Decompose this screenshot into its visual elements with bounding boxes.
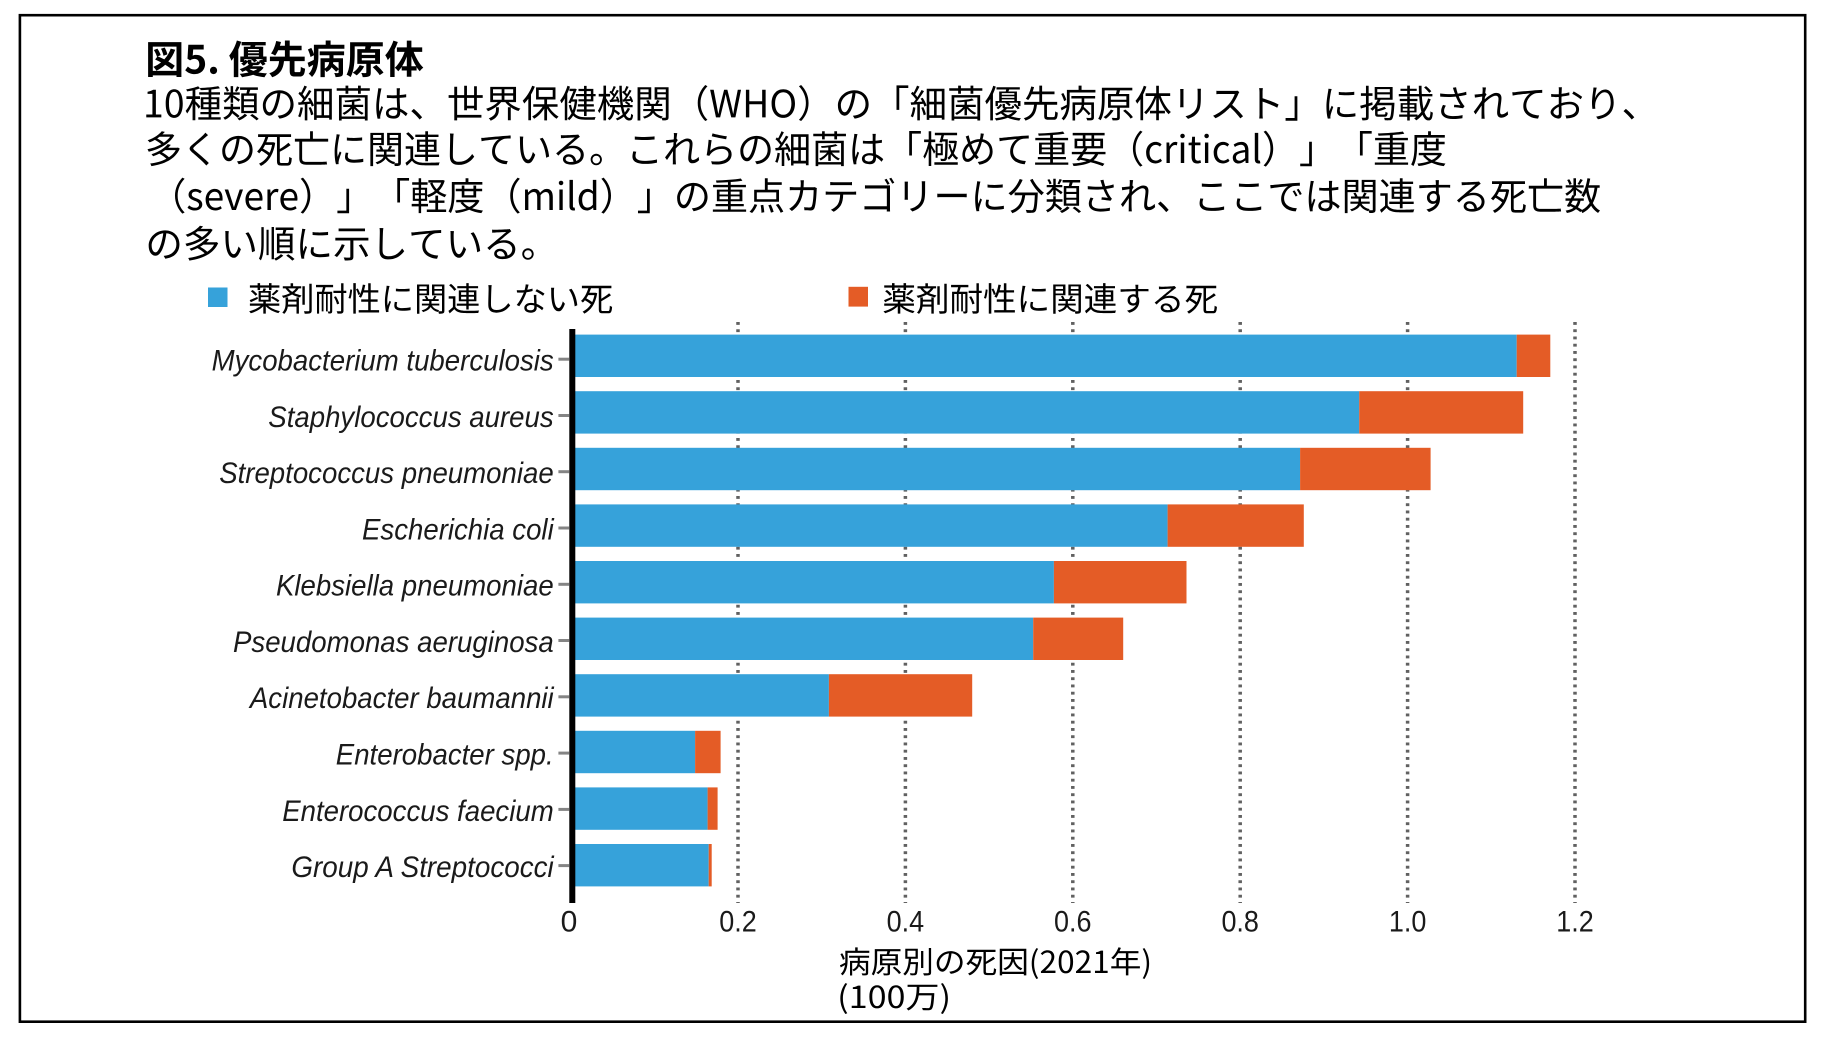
svg-text:0.2: 0.2	[719, 906, 757, 939]
svg-text:Acinetobacter baumannii: Acinetobacter baumannii	[248, 682, 555, 715]
svg-text:1.2: 1.2	[1556, 906, 1594, 939]
svg-text:Enterobacter spp.: Enterobacter spp.	[336, 739, 554, 772]
svg-text:Streptococcus pneumoniae: Streptococcus pneumoniae	[219, 457, 554, 490]
svg-text:Klebsiella pneumoniae: Klebsiella pneumoniae	[276, 570, 554, 603]
svg-text:0.8: 0.8	[1221, 906, 1259, 939]
svg-text:0.4: 0.4	[887, 906, 925, 939]
svg-text:1.0: 1.0	[1389, 906, 1427, 939]
svg-text:Mycobacterium tuberculosis: Mycobacterium tuberculosis	[212, 345, 554, 378]
svg-text:Staphylococcus aureus: Staphylococcus aureus	[268, 401, 553, 434]
svg-text:Enterococcus faecium: Enterococcus faecium	[282, 795, 554, 828]
svg-text:Escherichia coli: Escherichia coli	[362, 513, 555, 546]
svg-text:0.6: 0.6	[1054, 906, 1092, 939]
svg-text:Pseudomonas aeruginosa: Pseudomonas aeruginosa	[233, 626, 554, 659]
svg-text:Group A Streptococci: Group A Streptococci	[291, 851, 555, 884]
svg-text:0: 0	[561, 906, 578, 939]
